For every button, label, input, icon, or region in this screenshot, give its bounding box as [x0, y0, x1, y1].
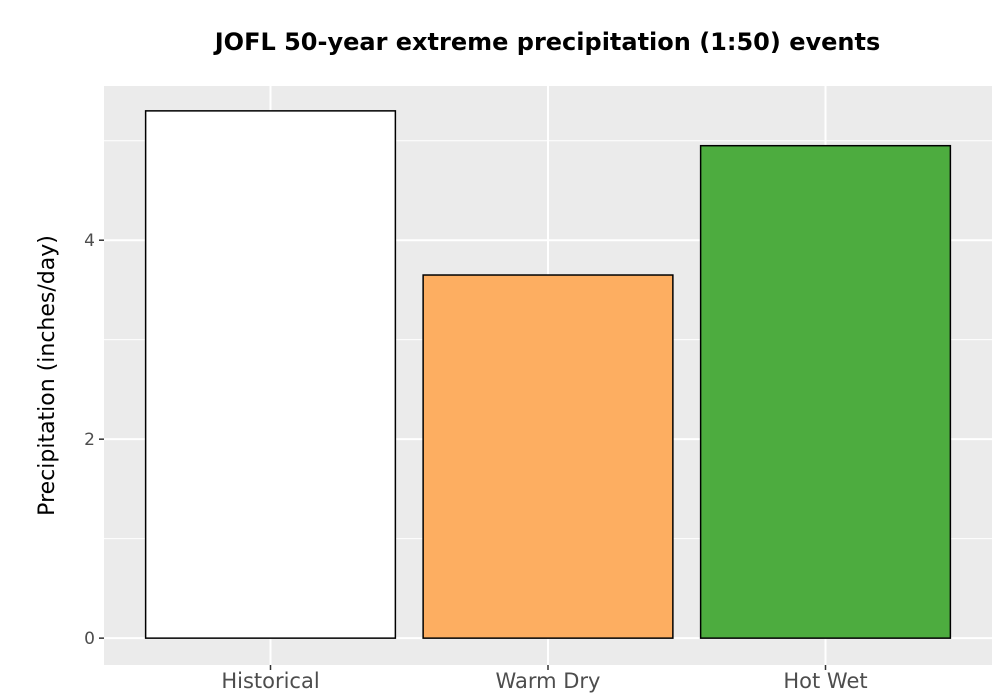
chart-title: JOFL 50-year extreme precipitation (1:50… — [214, 28, 881, 56]
x-tick-label: Hot Wet — [783, 669, 867, 693]
x-tick-label: Historical — [221, 669, 319, 693]
bars — [144, 110, 952, 639]
x-axis: Historical Warm Dry Hot Wet — [221, 665, 868, 693]
bar-hot-wet — [699, 144, 952, 639]
y-axis: 0 2 4 — [84, 231, 104, 649]
y-tick-label: 0 — [84, 629, 95, 649]
bar-warm-dry — [422, 274, 674, 639]
x-tick-label: Warm Dry — [496, 669, 601, 693]
y-axis-title: Precipitation (inches/day) — [35, 235, 60, 516]
y-tick-label: 2 — [84, 430, 95, 450]
y-tick-label: 4 — [84, 231, 95, 251]
bar-historical — [144, 110, 397, 639]
